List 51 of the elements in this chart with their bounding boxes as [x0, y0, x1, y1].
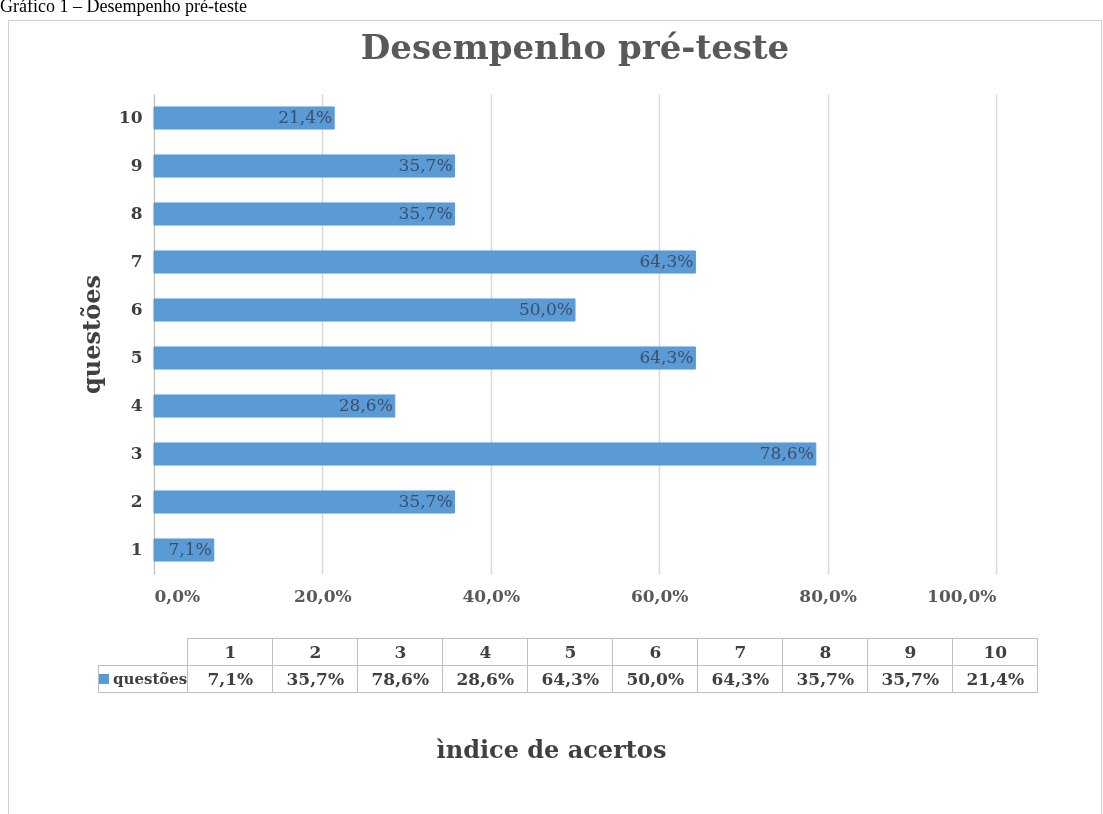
- category-label: 7: [734, 642, 747, 662]
- category-label: 3: [394, 642, 407, 662]
- x-tick-label: 80,0%: [799, 585, 857, 606]
- text: 78,6%: [371, 669, 430, 689]
- x-tick-label: 40,0%: [462, 585, 521, 606]
- y-tick-label: 7: [130, 251, 143, 271]
- category-label: 4: [479, 642, 492, 662]
- text: 64,3%: [711, 669, 770, 689]
- data-label: 28,6%: [338, 395, 393, 415]
- data-label: 64,3%: [639, 347, 694, 367]
- text: 21,4%: [966, 669, 1025, 689]
- data-label: 64,3%: [639, 251, 694, 271]
- data-label: 21,4%: [278, 107, 333, 127]
- data-label: 35,7%: [398, 491, 453, 511]
- category-label: 8: [819, 642, 832, 662]
- y-tick-label: 4: [130, 395, 143, 415]
- y-tick-label: 1: [130, 539, 143, 559]
- category-label: 5: [564, 642, 577, 662]
- text: 35,7%: [881, 669, 940, 689]
- data-label: 35,7%: [398, 203, 453, 223]
- x-tick-label: 60,0%: [630, 585, 689, 606]
- legend-label: questões: [98, 665, 188, 693]
- y-tick-label: 3: [130, 443, 143, 463]
- data-label: 35,7%: [398, 155, 453, 175]
- category-label: 1: [224, 642, 237, 662]
- chart-title: Desempenho pré-teste: [360, 27, 790, 67]
- text: ìndice de acertos: [435, 735, 668, 764]
- y-axis-title: questões: [76, 275, 106, 394]
- x-tick-label: 100,0%: [927, 585, 997, 606]
- category-label: 10: [983, 642, 1008, 662]
- text: 35,7%: [286, 669, 345, 689]
- x-tick-label: 0,0%: [154, 585, 201, 606]
- data-label: 78,6%: [759, 443, 814, 463]
- x-tick-label: 20,0%: [294, 585, 352, 606]
- text: 35,7%: [796, 669, 855, 689]
- y-tick-label: 6: [130, 299, 143, 319]
- category-label: 2: [309, 642, 322, 662]
- y-tick-label: 10: [118, 107, 143, 127]
- y-tick-label: 9: [130, 155, 143, 175]
- text: 50,0%: [626, 669, 685, 689]
- text: 64,3%: [541, 669, 600, 689]
- data-label: 7,1%: [168, 539, 212, 559]
- y-tick-label: 8: [130, 203, 143, 223]
- category-label: 9: [904, 642, 917, 662]
- category-label: 6: [649, 642, 662, 662]
- y-tick-label: 2: [130, 491, 143, 511]
- y-tick-label: 5: [130, 347, 143, 367]
- data-label: 50,0%: [518, 299, 573, 319]
- text: 28,6%: [456, 669, 515, 689]
- text: 7,1%: [207, 669, 254, 689]
- text: Gráfico 1 – Desempenho pré-teste: [0, 0, 247, 17]
